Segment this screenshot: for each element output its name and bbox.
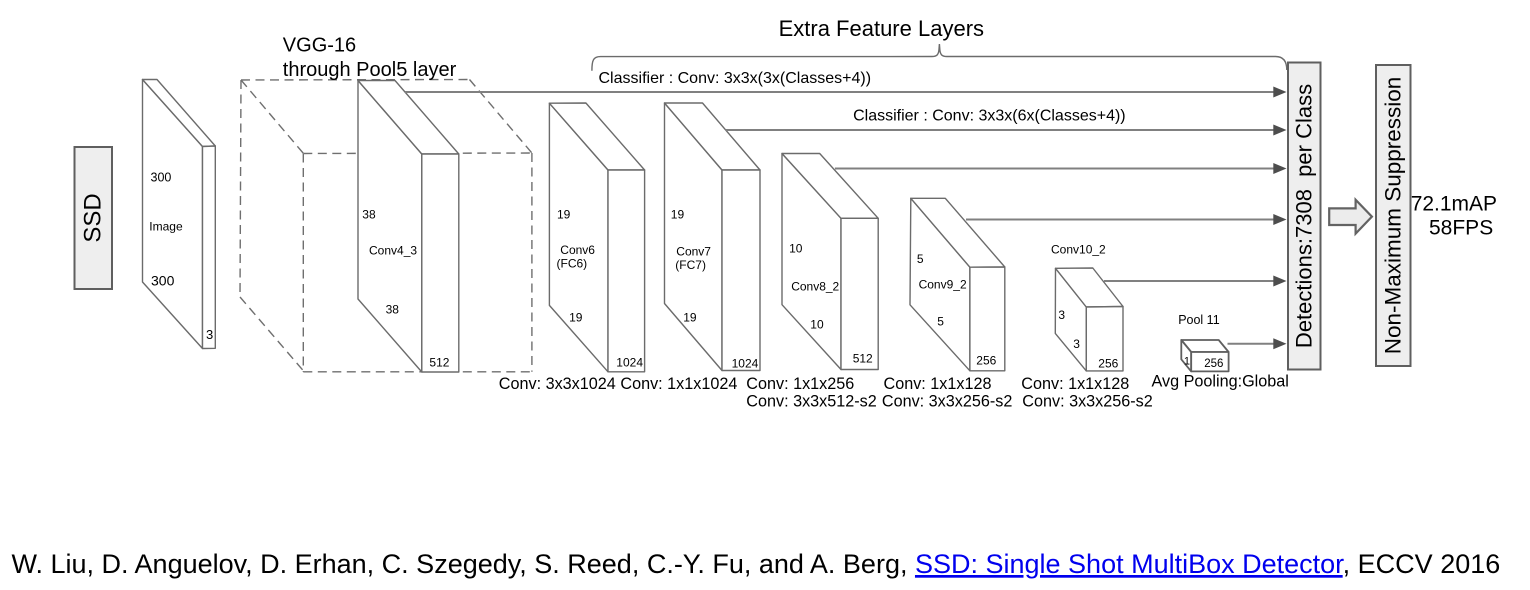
svg-text:1024: 1024 xyxy=(616,355,643,369)
svg-text:256: 256 xyxy=(976,354,996,368)
svg-text:256: 256 xyxy=(1098,357,1118,371)
svg-text:58FPS: 58FPS xyxy=(1429,217,1493,240)
svg-text:Conv: 1x1x1024: Conv: 1x1x1024 xyxy=(620,375,737,393)
svg-text:Detections:7308 per Class: Detections:7308 per Class xyxy=(1292,84,1317,348)
svg-text:Conv4_3: Conv4_3 xyxy=(369,243,417,257)
svg-text:256: 256 xyxy=(1204,358,1223,370)
svg-text:Conv: 1x1x128: Conv: 1x1x128 xyxy=(884,375,992,393)
svg-text:10: 10 xyxy=(810,318,824,332)
svg-text:5: 5 xyxy=(937,315,944,329)
svg-text:19: 19 xyxy=(569,311,583,325)
svg-text:Extra Feature Layers: Extra Feature Layers xyxy=(779,16,984,41)
svg-text:Conv6: Conv6 xyxy=(560,243,595,257)
svg-text:(FC7): (FC7) xyxy=(675,258,706,272)
svg-text:300: 300 xyxy=(151,273,175,289)
svg-text:300: 300 xyxy=(151,171,172,185)
svg-text:Conv9_2: Conv9_2 xyxy=(919,277,967,291)
svg-text:1: 1 xyxy=(1184,356,1190,368)
svg-text:1024: 1024 xyxy=(732,357,759,371)
svg-text:Pool 11: Pool 11 xyxy=(1178,313,1220,327)
svg-text:512: 512 xyxy=(429,355,449,369)
svg-text:Conv: 1x1x256: Conv: 1x1x256 xyxy=(746,375,854,393)
svg-text:10: 10 xyxy=(789,241,803,255)
svg-text:19: 19 xyxy=(671,208,685,222)
svg-text:3: 3 xyxy=(1073,337,1080,351)
svg-text:Classifier : Conv: 3x3x(6x(Cla: Classifier : Conv: 3x3x(6x(Classes+4)) xyxy=(853,108,1126,125)
svg-text:Image: Image xyxy=(149,219,183,233)
svg-text:512: 512 xyxy=(853,352,873,366)
svg-text:Conv7: Conv7 xyxy=(676,245,711,259)
svg-text:5: 5 xyxy=(917,252,924,266)
svg-text:Conv: 3x3x256-s2: Conv: 3x3x256-s2 xyxy=(1022,393,1152,411)
svg-text:Conv: 3x3x1024: Conv: 3x3x1024 xyxy=(499,375,616,393)
svg-text:72.1mAP: 72.1mAP xyxy=(1411,193,1497,216)
svg-text:3: 3 xyxy=(1058,308,1065,322)
svg-text:VGG-16: VGG-16 xyxy=(283,35,356,57)
svg-text:through Pool5 layer: through Pool5 layer xyxy=(283,59,457,81)
svg-text:Conv8_2: Conv8_2 xyxy=(791,280,839,294)
svg-text:Avg Pooling:Global: Avg Pooling:Global xyxy=(1152,373,1289,391)
svg-text:3: 3 xyxy=(206,327,213,342)
svg-text:Conv: 3x3x256-s2: Conv: 3x3x256-s2 xyxy=(882,393,1012,411)
svg-text:Conv: 3x3x512-s2: Conv: 3x3x512-s2 xyxy=(746,393,876,411)
svg-text:Classifier : Conv: 3x3x(3x(Cla: Classifier : Conv: 3x3x(3x(Classes+4)) xyxy=(599,70,872,87)
svg-text:38: 38 xyxy=(362,207,376,221)
svg-text:Conv: 1x1x128: Conv: 1x1x128 xyxy=(1021,375,1129,393)
svg-text:38: 38 xyxy=(386,303,400,317)
svg-text:19: 19 xyxy=(557,208,571,222)
svg-text:(FC6): (FC6) xyxy=(557,257,588,271)
svg-text:W. Liu, D. Anguelov, D. Erhan,: W. Liu, D. Anguelov, D. Erhan, C. Szeged… xyxy=(12,549,1501,579)
svg-text:SSD: SSD xyxy=(80,193,107,242)
svg-text:Non-Maximum Suppression: Non-Maximum Suppression xyxy=(1381,77,1406,355)
svg-text:Conv10_2: Conv10_2 xyxy=(1051,242,1106,256)
svg-text:19: 19 xyxy=(683,311,697,325)
